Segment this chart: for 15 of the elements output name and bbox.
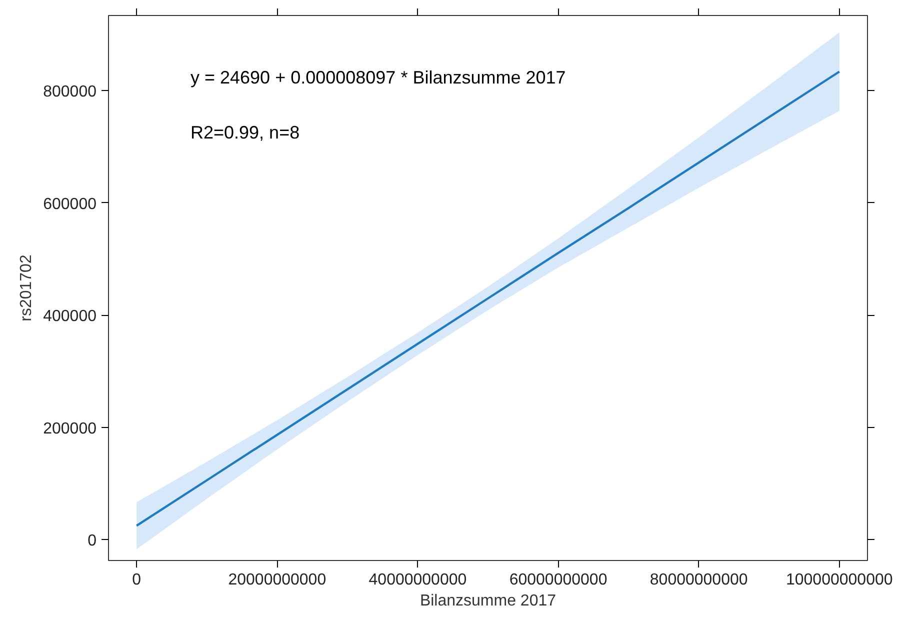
y-tick-label: 800000 [43, 84, 97, 101]
x-tick-label: 20000000000 [228, 572, 326, 588]
annotation: R2=0.99, n=8 [190, 122, 300, 142]
x-axis-title: Bilanzsumme 2017 [420, 592, 556, 610]
x-tick-label: 60000000000 [509, 572, 608, 588]
x-tick-label: 100000000000 [786, 572, 893, 588]
y-tick-label: 0 [88, 532, 97, 550]
y-tick-label: 600000 [43, 196, 97, 213]
y-tick-label: 400000 [43, 308, 97, 326]
x-tick-label: 40000000000 [368, 572, 467, 588]
x-tick-label: 80000000000 [650, 572, 748, 588]
annotation: y = 24690 + 0.000008097 * Bilanzsumme 2017 [190, 68, 566, 88]
x-tick-label: 0 [132, 572, 142, 588]
y-axis-title: rs201702 [18, 254, 36, 322]
y-tick-label: 200000 [43, 420, 97, 438]
